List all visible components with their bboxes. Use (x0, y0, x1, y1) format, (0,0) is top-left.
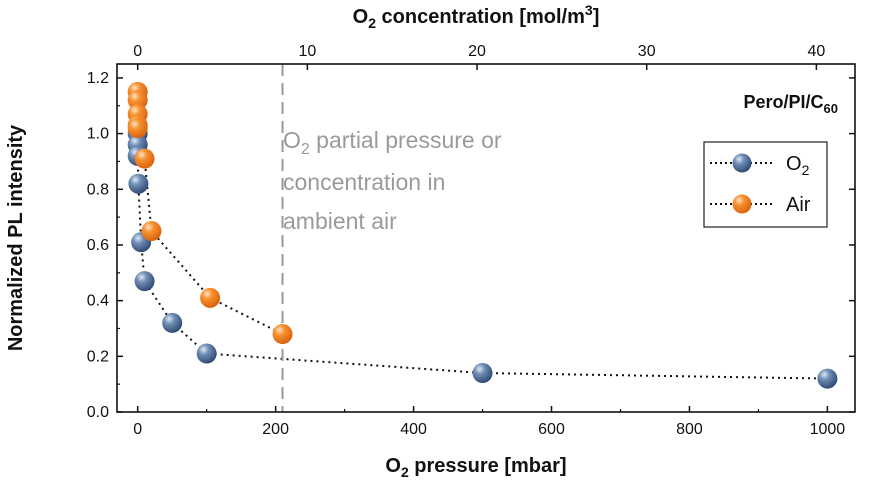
y-tick-label: 0.0 (87, 404, 109, 421)
x-tick-label: 400 (400, 421, 427, 438)
top-x-tick-label: 40 (807, 43, 825, 60)
legend-box (703, 141, 828, 228)
y-tick-label: 0.8 (87, 181, 109, 198)
x-tick-label: 200 (262, 421, 289, 438)
data-point-air (200, 287, 221, 308)
reference-annotation: O2 partial pressure or (283, 127, 502, 158)
data-point-o2 (134, 271, 155, 292)
data-point-air (272, 324, 293, 345)
legend-label-o2: O2 (786, 153, 810, 178)
top-x-axis-title: O2 concentration [mol/m3] (353, 2, 600, 31)
y-tick-label: 0.2 (87, 348, 109, 365)
data-point-air (134, 148, 155, 169)
data-point-o2 (472, 363, 493, 384)
x-tick-label: 1000 (810, 421, 846, 438)
legend-label-air: Air (786, 194, 811, 216)
data-point-o2 (196, 343, 217, 364)
y-tick-label: 0.4 (87, 293, 109, 310)
data-point-o2 (162, 312, 183, 333)
top-x-tick-label: 30 (638, 43, 656, 60)
y-tick-label: 0.6 (87, 237, 109, 254)
data-point-o2 (128, 173, 149, 194)
legend: O2 Air (703, 141, 828, 228)
data-point-air (127, 118, 148, 139)
top-x-axis: 0 10 20 30 40 (133, 43, 825, 70)
reference-annotation-line-3: ambient air (283, 208, 397, 234)
top-x-tick-label: 20 (468, 43, 486, 60)
data-point-air (141, 221, 162, 242)
legend-marker-air (732, 194, 752, 214)
x-axis: 0 200 400 600 800 1000 (133, 406, 845, 438)
x-tick-label: 0 (133, 421, 142, 438)
x-axis-title: O2 pressure [mbar] (385, 455, 566, 480)
y-axis-title: Normalized PL intensity (5, 124, 27, 351)
x-tick-label: 800 (676, 421, 703, 438)
x-tick-label: 600 (538, 421, 565, 438)
top-x-tick-label: 0 (133, 43, 142, 60)
data-point-o2 (817, 368, 838, 389)
reference-annotation-line-2: concentration in (283, 169, 445, 195)
data-point-air (127, 90, 148, 111)
y-axis: 0.0 0.2 0.4 0.6 0.8 1.0 1.2 (87, 70, 855, 421)
y-tick-label: 1.0 (87, 126, 109, 143)
top-x-tick-label: 10 (298, 43, 316, 60)
legend-marker-o2 (732, 153, 752, 173)
data-points (127, 81, 838, 389)
plot-frame (116, 63, 856, 413)
sample-label: Pero/PI/C60 (744, 92, 839, 116)
y-tick-label: 1.2 (87, 70, 109, 87)
